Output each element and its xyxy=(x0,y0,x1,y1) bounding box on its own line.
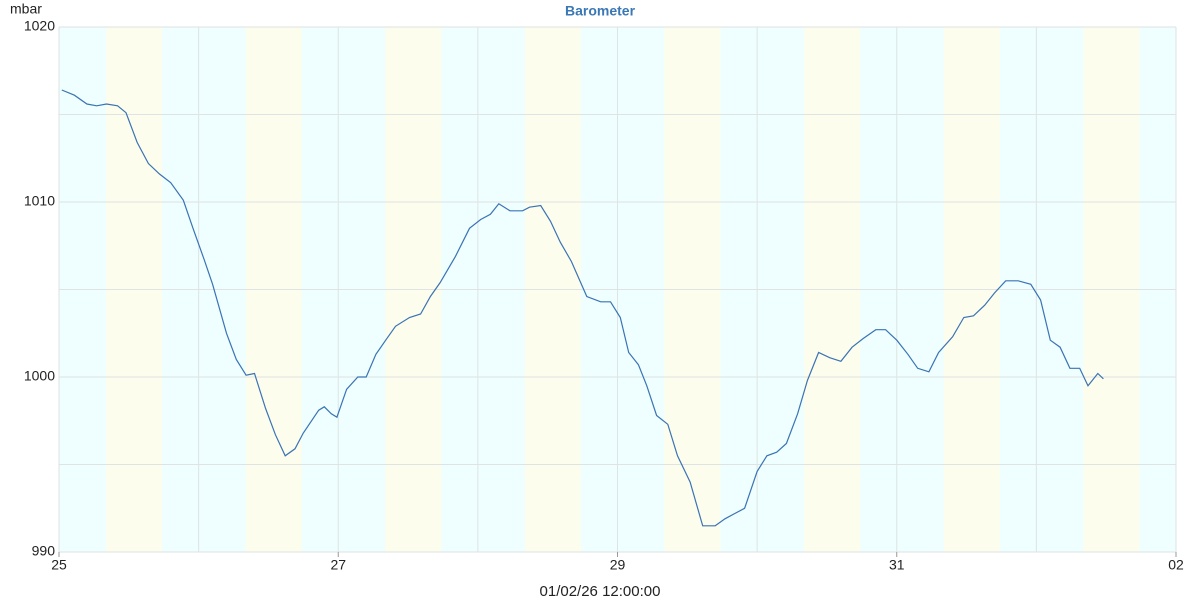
x-tick-label: 02 xyxy=(1168,557,1184,573)
y-tick-label: 990 xyxy=(32,543,56,559)
x-tick-label: 29 xyxy=(610,557,626,573)
x-tick-label: 27 xyxy=(330,557,346,573)
cursor-time: 01/02/26 12:00:00 xyxy=(540,583,661,600)
data-line xyxy=(61,89,1104,527)
y-tick-label: 1020 xyxy=(24,18,55,34)
y-tick-label: 1010 xyxy=(24,193,55,209)
x-tick-label: 25 xyxy=(51,557,67,573)
x-tick-label: 31 xyxy=(889,557,905,573)
y-tick-label: 1000 xyxy=(24,368,55,384)
y-unit: mbar xyxy=(10,1,42,17)
chart-title: Barometer xyxy=(565,3,636,19)
